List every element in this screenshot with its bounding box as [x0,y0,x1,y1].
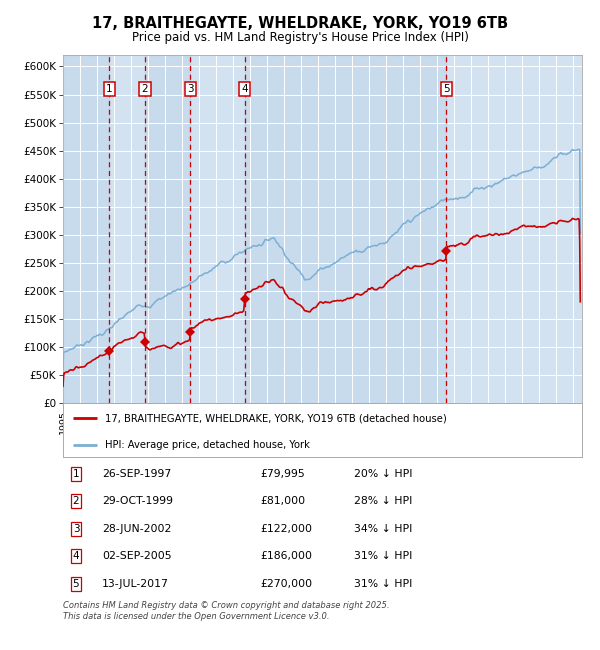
Text: 02-SEP-2005: 02-SEP-2005 [102,551,172,562]
Text: 3: 3 [73,524,79,534]
Text: 4: 4 [241,84,248,94]
Text: 20% ↓ HPI: 20% ↓ HPI [353,469,412,478]
Text: 26-SEP-1997: 26-SEP-1997 [102,469,171,478]
Text: 17, BRAITHEGAYTE, WHELDRAKE, YORK, YO19 6TB: 17, BRAITHEGAYTE, WHELDRAKE, YORK, YO19 … [92,16,508,31]
Text: 31% ↓ HPI: 31% ↓ HPI [353,551,412,562]
Bar [446,55,582,403]
Text: 1: 1 [73,469,79,478]
Bar [145,55,190,403]
Text: 5: 5 [443,84,449,94]
Text: £122,000: £122,000 [260,524,312,534]
Text: £81,000: £81,000 [260,496,305,506]
Text: £270,000: £270,000 [260,579,313,589]
Text: 13-JUL-2017: 13-JUL-2017 [102,579,169,589]
Text: HPI: Average price, detached house, York: HPI: Average price, detached house, York [104,440,310,450]
Text: 3: 3 [187,84,194,94]
Text: 17, BRAITHEGAYTE, WHELDRAKE, YORK, YO19 6TB (detached house): 17, BRAITHEGAYTE, WHELDRAKE, YORK, YO19 … [104,413,446,423]
Bar [190,55,245,403]
Text: 34% ↓ HPI: 34% ↓ HPI [353,524,412,534]
Text: 28% ↓ HPI: 28% ↓ HPI [353,496,412,506]
Text: 5: 5 [73,579,79,589]
Bar [245,55,446,403]
Text: 2: 2 [73,496,79,506]
Text: 4: 4 [73,551,79,562]
Text: 29-OCT-1999: 29-OCT-1999 [102,496,173,506]
Text: 1: 1 [106,84,113,94]
Text: £186,000: £186,000 [260,551,312,562]
Text: 2: 2 [142,84,148,94]
Bar [63,55,109,403]
Text: £79,995: £79,995 [260,469,305,478]
Bar [109,55,145,403]
Text: 31% ↓ HPI: 31% ↓ HPI [353,579,412,589]
Text: Contains HM Land Registry data © Crown copyright and database right 2025.
This d: Contains HM Land Registry data © Crown c… [63,601,389,621]
Text: 28-JUN-2002: 28-JUN-2002 [102,524,172,534]
Text: Price paid vs. HM Land Registry's House Price Index (HPI): Price paid vs. HM Land Registry's House … [131,31,469,44]
